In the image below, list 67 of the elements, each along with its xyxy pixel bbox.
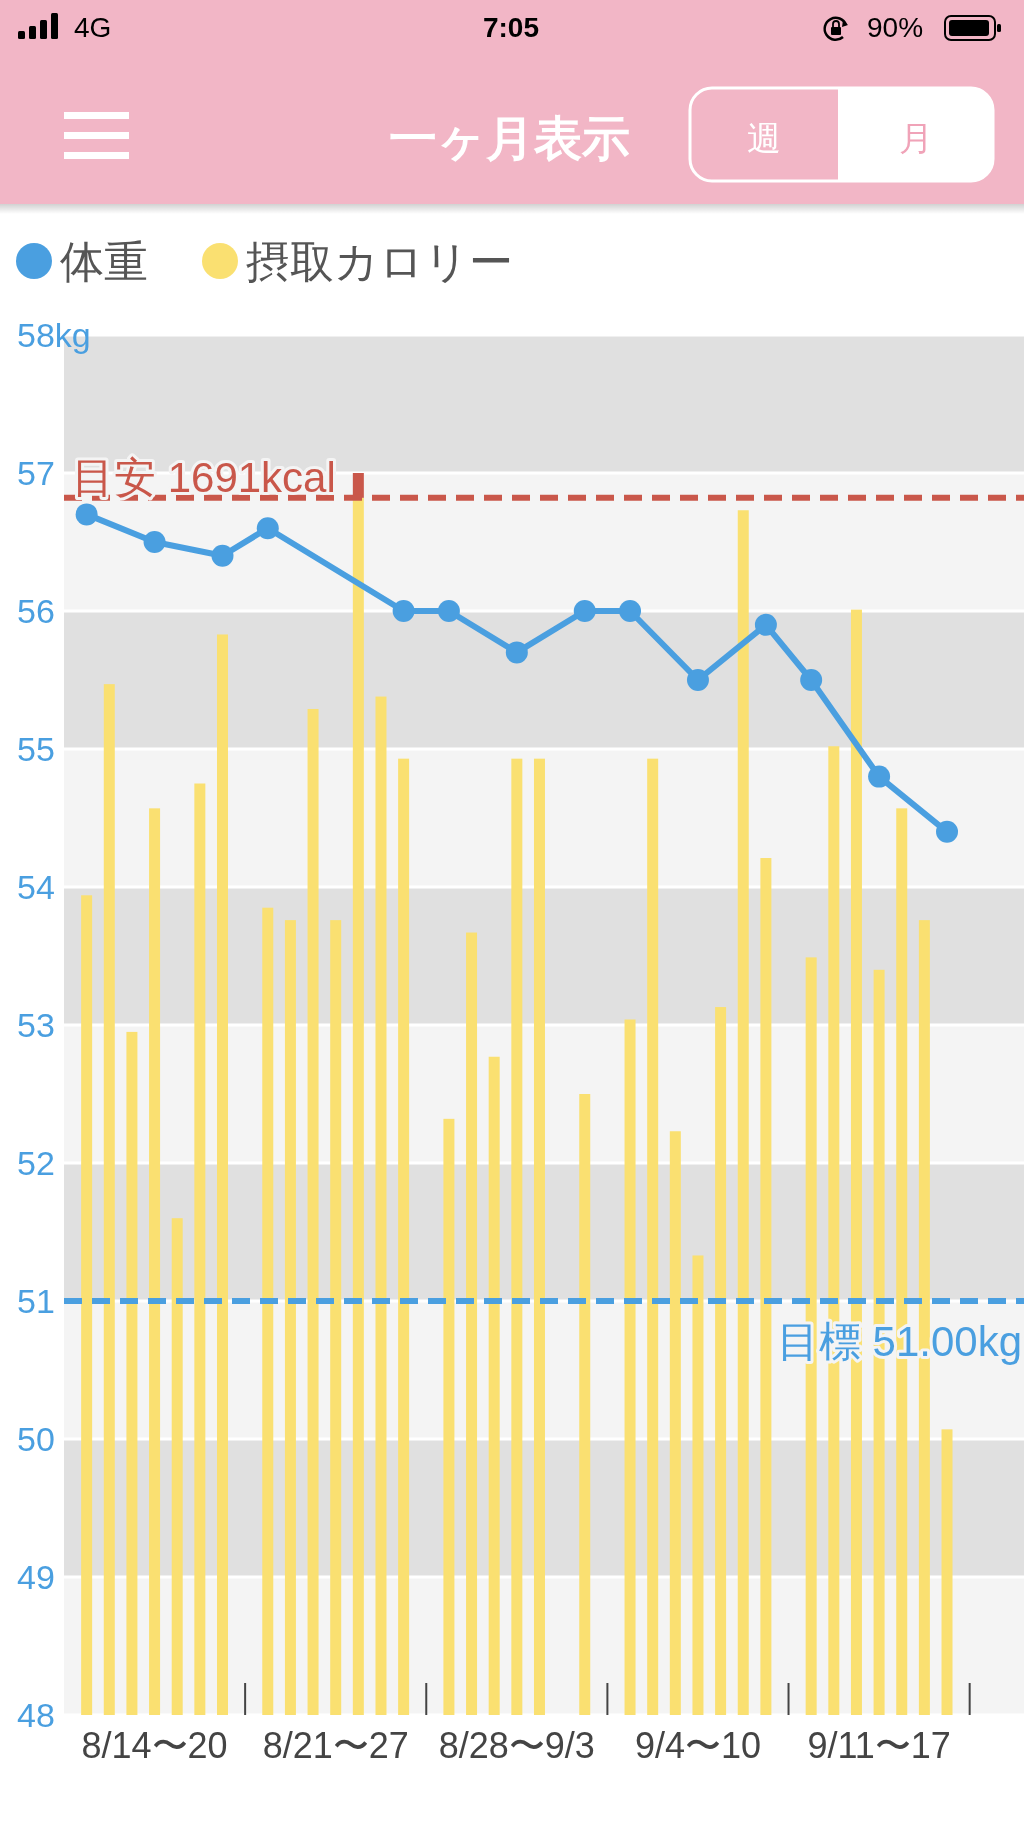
bar	[262, 907, 274, 1715]
bar	[149, 808, 161, 1715]
x-tick-label: 8/28〜9/3	[438, 1724, 595, 1766]
bar	[103, 684, 115, 1715]
bar	[466, 932, 478, 1715]
point	[619, 600, 642, 622]
point	[754, 613, 777, 636]
point	[256, 517, 279, 540]
point	[143, 531, 166, 553]
bar	[216, 634, 228, 1715]
y-tick-label: 56	[17, 592, 55, 630]
bar	[330, 920, 342, 1715]
bar	[81, 895, 93, 1715]
point	[437, 600, 460, 622]
bar	[624, 1019, 636, 1715]
bar	[511, 758, 523, 1715]
text: 週	[747, 119, 781, 157]
x-tick-label: 8/14〜20	[81, 1724, 228, 1766]
bar	[375, 696, 387, 1715]
point	[686, 669, 709, 691]
y-tick-label: 48	[17, 1696, 55, 1734]
bar	[737, 510, 749, 1715]
bar	[352, 497, 364, 1715]
point	[505, 641, 528, 664]
y-tick-label: 58kg	[17, 316, 91, 354]
legend-label: 摂取カロリー	[246, 236, 513, 286]
point	[573, 600, 596, 622]
bar	[669, 1131, 681, 1715]
point	[868, 765, 891, 788]
x-tick-label: 9/11〜17	[807, 1724, 951, 1766]
legend-label: 体重	[60, 236, 148, 286]
y-tick-label: 52	[17, 1144, 55, 1182]
text: 7:05	[482, 11, 540, 43]
ref-line-label: 目安 1691kcal	[72, 454, 336, 502]
bar	[284, 920, 296, 1715]
bar	[533, 758, 545, 1715]
chart-title: 一ヶ月表示	[388, 111, 630, 165]
bar	[715, 1007, 727, 1715]
point	[392, 600, 415, 622]
bar	[194, 783, 206, 1715]
bar	[579, 1094, 591, 1715]
y-tick-label: 55	[17, 730, 55, 768]
bar	[126, 1031, 138, 1715]
x-tick-label: 8/21〜27	[262, 1724, 409, 1766]
point	[936, 820, 959, 843]
point	[75, 503, 98, 526]
bar	[398, 758, 410, 1715]
bar	[488, 1056, 500, 1715]
point	[800, 669, 823, 691]
y-tick-label: 51	[17, 1282, 55, 1320]
bar	[307, 708, 319, 1715]
y-tick-label: 57	[17, 454, 55, 492]
bar	[443, 1118, 455, 1715]
text: 4G	[74, 11, 112, 43]
x-tick-label: 9/4〜10	[634, 1724, 762, 1766]
text: 90%	[867, 11, 924, 43]
bar	[760, 858, 772, 1715]
bar	[941, 1429, 953, 1715]
y-tick-label: 53	[17, 1006, 55, 1044]
point	[211, 544, 234, 567]
bar	[692, 1255, 704, 1715]
y-tick-label: 50	[17, 1420, 55, 1458]
text: 月	[899, 119, 933, 157]
bar	[647, 758, 659, 1715]
y-tick-label: 54	[17, 868, 55, 906]
bar	[171, 1218, 183, 1715]
y-tick-label: 49	[17, 1558, 55, 1596]
